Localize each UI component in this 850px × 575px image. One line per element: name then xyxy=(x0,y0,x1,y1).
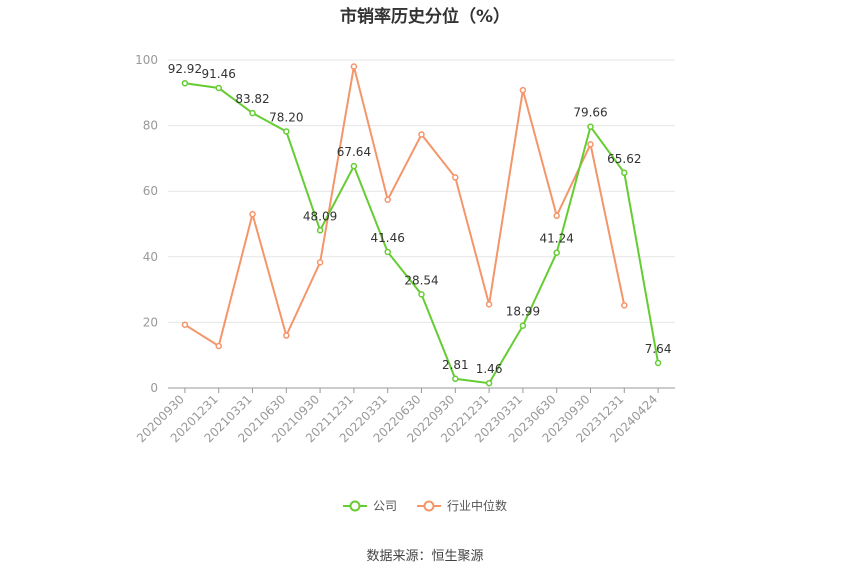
company-line xyxy=(184,82,660,385)
company-point xyxy=(553,249,560,256)
company-data-label: 41.46 xyxy=(371,231,405,245)
legend-company-marker xyxy=(342,500,367,511)
company-data-label: 91.46 xyxy=(202,67,236,81)
company-data-label: 7.64 xyxy=(645,342,672,356)
company-data-label: 78.20 xyxy=(269,111,303,125)
company-data-label: 2.81 xyxy=(442,358,469,372)
company-data-label: 83.82 xyxy=(235,92,269,106)
legend-item-industry[interactable]: 行业中位数 xyxy=(417,497,507,514)
industry-point xyxy=(249,210,256,218)
company-point xyxy=(485,379,493,387)
legend-industry-marker xyxy=(417,500,441,511)
industry-point xyxy=(519,86,527,94)
company-data-label: 48.09 xyxy=(303,209,337,223)
legend: 公司 行业中位数 xyxy=(0,497,850,514)
legend-industry-label: 行业中位数 xyxy=(447,499,508,513)
industry-point xyxy=(215,342,222,350)
company-point xyxy=(519,322,527,329)
company-point xyxy=(249,109,256,117)
industry-point xyxy=(418,131,425,138)
company-point xyxy=(384,248,391,256)
company-point xyxy=(316,227,324,234)
company-point xyxy=(654,359,662,367)
industry-point xyxy=(181,321,189,328)
y-tick-label: 20 xyxy=(143,315,158,329)
company-data-label: 67.64 xyxy=(337,145,371,159)
company-data-label: 28.54 xyxy=(404,273,438,287)
company-data-label: 92.92 xyxy=(168,62,202,76)
company-point xyxy=(452,375,459,383)
industry-point xyxy=(316,259,324,266)
industry-point xyxy=(553,212,560,220)
company-point xyxy=(181,79,189,87)
y-tick-label: 60 xyxy=(143,184,158,198)
y-tick-label: 0 xyxy=(150,381,158,395)
company-point xyxy=(350,162,358,170)
legend-item-company[interactable]: 公司 xyxy=(342,497,397,514)
source-note: 数据来源：恒生聚源 xyxy=(366,549,484,564)
company-point xyxy=(587,123,594,130)
company-data-label: 65.62 xyxy=(607,152,641,166)
industry-point xyxy=(587,141,594,148)
chart-title: 市销率历史分位（%） xyxy=(339,7,511,27)
company-point xyxy=(283,128,290,135)
y-tick-label: 80 xyxy=(143,119,158,133)
company-point xyxy=(215,84,222,92)
industry-point xyxy=(283,332,290,339)
y-tick-label: 100 xyxy=(135,53,158,67)
industry-point xyxy=(452,174,459,181)
industry-point xyxy=(485,301,493,308)
industry-point xyxy=(384,196,391,203)
legend-company-label: 公司 xyxy=(372,499,397,513)
company-point xyxy=(418,291,425,298)
company-data-label: 1.46 xyxy=(476,362,503,376)
company-data-label: 18.99 xyxy=(506,305,540,319)
industry-line xyxy=(184,66,626,348)
y-tick-label: 40 xyxy=(143,250,158,264)
company-data-label: 79.66 xyxy=(573,106,607,120)
industry-point xyxy=(350,63,358,70)
industry-point xyxy=(621,302,628,309)
company-data-label: 41.24 xyxy=(540,232,574,246)
company-point xyxy=(621,169,628,177)
